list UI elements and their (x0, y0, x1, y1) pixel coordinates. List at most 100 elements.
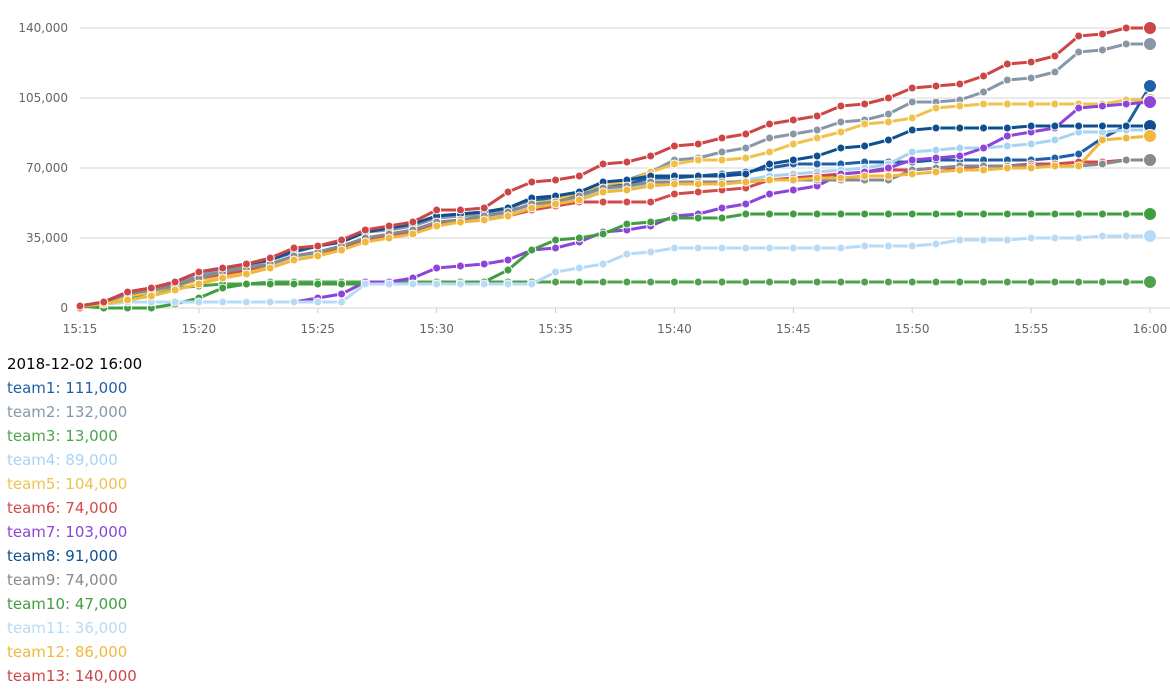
data-point (836, 143, 846, 153)
data-point (432, 205, 442, 215)
data-point (218, 283, 228, 293)
data-point (955, 151, 965, 161)
data-point (765, 175, 775, 185)
x-tick-label: 15:30 (419, 322, 454, 336)
data-point (551, 235, 561, 245)
data-point (717, 213, 727, 223)
data-point (788, 175, 798, 185)
x-tick-label: 15:45 (776, 322, 811, 336)
data-point (432, 221, 442, 231)
data-point (622, 219, 632, 229)
data-point (788, 243, 798, 253)
data-point (765, 159, 775, 169)
legend-entry: team3: 13,000 (7, 427, 118, 445)
data-point (979, 71, 989, 81)
data-point (883, 93, 893, 103)
data-point (1002, 123, 1012, 133)
data-point (812, 159, 822, 169)
data-point (1143, 153, 1157, 167)
data-point (598, 197, 608, 207)
data-point (1026, 277, 1036, 287)
series-line (78, 42, 1152, 308)
legend-entry: team13: 140,000 (7, 667, 137, 685)
data-point (218, 297, 228, 307)
data-point (741, 209, 751, 219)
data-point (717, 277, 727, 287)
x-tick-label: 16:00 (1133, 322, 1168, 336)
legend-entries: team1: 111,000 team2: 132,000 team3: 13,00… (7, 376, 142, 688)
data-point (717, 133, 727, 143)
data-point (289, 243, 299, 253)
data-point (1143, 275, 1157, 289)
data-point (1121, 231, 1131, 241)
data-point (313, 241, 323, 251)
data-point (883, 209, 893, 219)
data-point (1074, 31, 1084, 41)
data-point (337, 245, 347, 255)
data-point (860, 141, 870, 151)
data-point (1097, 231, 1107, 241)
chart-grid (80, 27, 1170, 309)
data-point (408, 279, 418, 289)
data-point (574, 171, 584, 181)
data-point (765, 277, 775, 287)
data-point (883, 109, 893, 119)
data-point (1097, 121, 1107, 131)
data-point (360, 279, 370, 289)
data-point (313, 297, 323, 307)
data-point (1026, 121, 1036, 131)
data-point (1121, 99, 1131, 109)
data-point (1143, 207, 1157, 221)
data-point (384, 221, 394, 231)
data-point (337, 279, 347, 289)
data-point (622, 197, 632, 207)
data-point (883, 277, 893, 287)
data-point (265, 263, 275, 273)
data-point (669, 277, 679, 287)
data-point (717, 147, 727, 157)
data-point (527, 279, 537, 289)
data-point (1002, 209, 1012, 219)
data-point (1026, 57, 1036, 67)
data-point (455, 205, 465, 215)
data-point (1002, 75, 1012, 85)
data-point (741, 143, 751, 153)
data-point (836, 127, 846, 137)
data-point (907, 169, 917, 179)
data-point (1121, 39, 1131, 49)
data-point (669, 159, 679, 169)
data-point (788, 155, 798, 165)
series-lines (75, 21, 1157, 313)
data-point (669, 179, 679, 189)
data-point (907, 277, 917, 287)
series-line (78, 158, 1152, 308)
data-point (1074, 103, 1084, 113)
data-point (907, 147, 917, 157)
data-point (337, 297, 347, 307)
x-tick-label: 15:50 (895, 322, 930, 336)
data-point (860, 119, 870, 129)
data-point (1097, 209, 1107, 219)
data-point (1050, 51, 1060, 61)
data-point (622, 249, 632, 259)
data-point (883, 117, 893, 127)
data-point (860, 277, 870, 287)
data-point (931, 277, 941, 287)
data-point (241, 297, 251, 307)
data-point (741, 177, 751, 187)
data-point (1097, 277, 1107, 287)
data-point (883, 241, 893, 251)
series-line (78, 124, 1152, 308)
data-point (527, 203, 537, 213)
data-point (1074, 209, 1084, 219)
data-point (1050, 67, 1060, 77)
legend-entry: team10: 47,000 (7, 595, 128, 613)
data-point (289, 297, 299, 307)
data-point (931, 167, 941, 177)
y-tick-label: 140,000 (18, 21, 68, 35)
data-point (1097, 45, 1107, 55)
data-point (646, 247, 656, 257)
data-point (1050, 99, 1060, 109)
legend: 2018-12-02 16:00 team1: 111,000 team2: 13… (7, 352, 142, 688)
legend-entry: team2: 132,000 (7, 403, 128, 421)
